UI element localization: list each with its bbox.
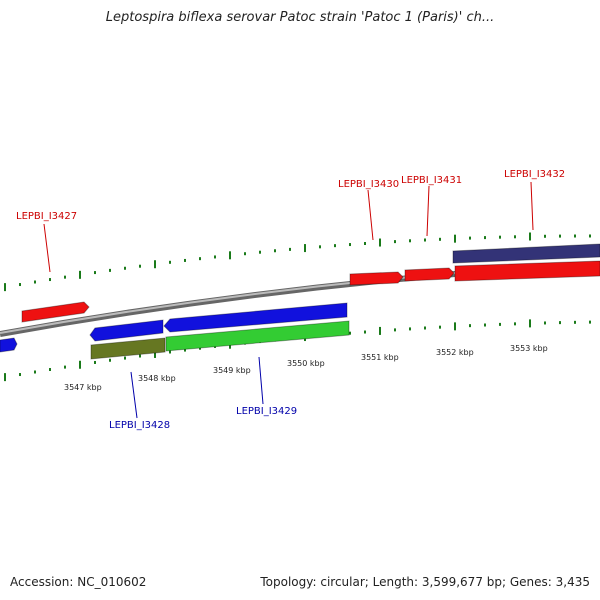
gene-cds-lepbi-i3428 [90,337,166,360]
gene-label-lepbi-i3432: LEPBI_I3432 [504,169,565,180]
gene-arrow-lepbi-i3431 [404,267,455,282]
reverse-genes [0,302,350,360]
callout-line-lepbi-i3432 [530,181,534,231]
tick-label-3550: 3550 kbp [287,359,325,368]
tick-label-3551: 3551 kbp [361,353,399,362]
gene-labels: LEPBI_I3427 LEPBI_I3430 LEPBI_I3431 LEPB… [16,169,565,431]
scale-labels: 3547 kbp 3548 kbp 3549 kbp 3550 kbp 3551… [64,344,548,392]
callout-line-lepbi-i3427 [43,223,51,273]
gene-arrow-lepbi-i3432-hit [452,243,600,264]
gene-arrow-lepbi-i3430 [349,271,404,286]
tick-label-3548: 3548 kbp [138,374,176,383]
gene-label-lepbi-i3428: LEPBI_I3428 [109,420,170,431]
accession-text: Accession: NC_010602 [10,575,147,589]
callout-line-lepbi-i3428 [130,371,138,419]
callout-line-lepbi-i3429 [258,356,264,405]
gene-label-lepbi-i3430: LEPBI_I3430 [338,179,399,190]
callout-line-lepbi-i3431 [426,185,430,237]
callouts [43,181,534,419]
gene-label-lepbi-i3427: LEPBI_I3427 [16,211,77,222]
gene-arrow-lepbi-i3432 [454,260,600,282]
forward-genes [21,243,600,323]
map-title: Leptospira biflexa serovar Patoc strain … [105,10,495,25]
gene-label-lepbi-i3431: LEPBI_I3431 [401,175,462,186]
gene-arrow-lepbi-i3429 [163,302,348,333]
gene-arrow-lepbi-i3428 [89,319,164,342]
tick-label-3553: 3553 kbp [510,344,548,353]
gene-arrow-left-edge [0,337,18,353]
gene-label-lepbi-i3429: LEPBI_I3429 [236,406,297,417]
topology-summary-text: Topology: circular; Length: 3,599,677 bp… [260,575,590,589]
gene-cds-lepbi-i3429 [165,320,350,352]
tick-label-3552: 3552 kbp [436,348,474,357]
tick-label-3547: 3547 kbp [64,383,102,392]
tick-label-3549: 3549 kbp [213,366,251,375]
callout-line-lepbi-i3430 [367,189,374,241]
gene-arrow-lepbi-i3427 [21,301,90,323]
